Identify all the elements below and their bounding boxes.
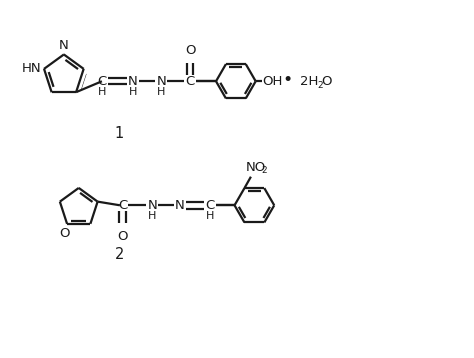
Text: H: H: [206, 211, 214, 221]
Text: C: C: [205, 199, 214, 212]
Text: C: C: [97, 75, 107, 88]
Text: H: H: [128, 87, 137, 97]
Text: 2H: 2H: [301, 75, 319, 88]
Text: HN: HN: [21, 62, 41, 76]
Text: C: C: [118, 199, 127, 212]
Text: N: N: [128, 75, 137, 88]
Text: 2: 2: [115, 247, 124, 262]
Text: OH: OH: [263, 75, 283, 88]
Text: N: N: [59, 39, 69, 52]
Text: H: H: [98, 87, 106, 97]
Text: O: O: [185, 44, 195, 57]
Text: N: N: [175, 199, 185, 212]
Text: O: O: [59, 227, 70, 240]
Text: 1: 1: [115, 126, 124, 141]
Text: 2: 2: [262, 166, 267, 175]
Text: O: O: [117, 230, 128, 243]
Text: H: H: [157, 87, 165, 97]
Text: C: C: [186, 75, 195, 88]
Text: NO: NO: [246, 161, 266, 174]
Text: O: O: [321, 75, 332, 88]
Text: H: H: [148, 211, 156, 221]
Text: N: N: [156, 75, 166, 88]
Text: N: N: [147, 199, 157, 212]
Text: 2: 2: [317, 81, 323, 90]
Text: •: •: [283, 71, 293, 89]
